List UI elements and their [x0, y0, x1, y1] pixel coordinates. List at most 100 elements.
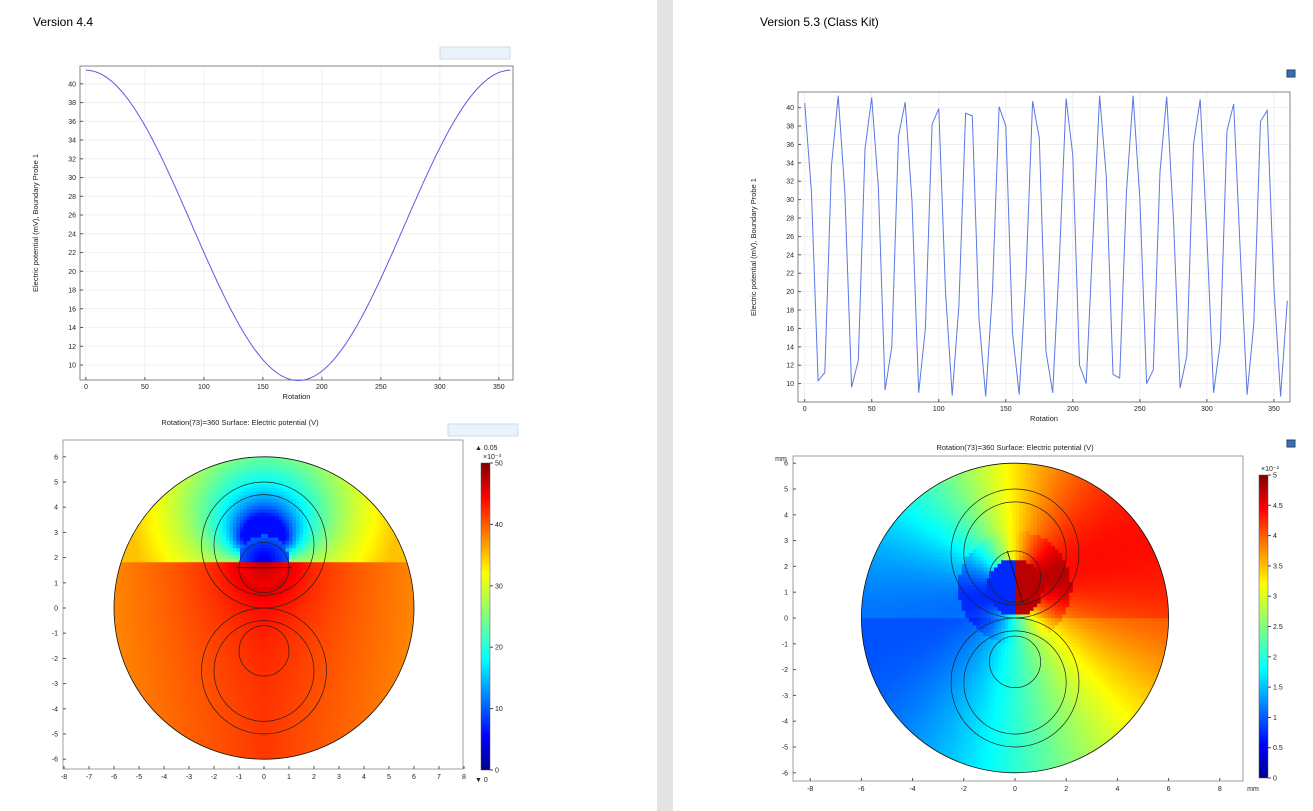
left-field-cell: [271, 685, 276, 690]
left-field-cell: [317, 515, 322, 520]
left-field-cell: [159, 533, 164, 538]
left-field-cell: [226, 713, 231, 718]
left-field-cell: [191, 551, 196, 556]
left-field-cell: [131, 635, 136, 640]
left-field-cell: [121, 603, 126, 609]
left-field-cell: [303, 498, 308, 503]
left-field-cell: [254, 533, 259, 538]
left-field-cell: [289, 505, 294, 510]
left-field-cell: [180, 561, 185, 566]
left-field-cell: [226, 547, 231, 552]
left-field-cell: [338, 501, 343, 506]
left-field-cell: [247, 473, 252, 478]
left-field-cell: [303, 473, 308, 478]
left-field-cell: [282, 589, 287, 594]
left-field-cell: [310, 526, 315, 531]
left-field-cell: [327, 663, 332, 669]
left-field-cell: [163, 586, 168, 591]
left-field-cell: [229, 498, 234, 503]
left-field-cell: [180, 540, 185, 545]
left-field-cell: [338, 646, 343, 651]
left-field-cell: [250, 501, 255, 506]
left-field-cell: [173, 685, 178, 690]
left-field-cell: [254, 600, 259, 605]
left-field-cell: [215, 572, 220, 577]
left-field-cell: [240, 618, 245, 623]
left-field-cell: [117, 603, 122, 609]
left-field-cell: [233, 688, 238, 693]
left-field-cell: [215, 614, 220, 619]
left-field-cell: [233, 533, 238, 538]
left-field-cell: [334, 551, 339, 556]
left-field-cell: [222, 487, 227, 492]
left-field-cell: [198, 480, 203, 485]
left-field-cell: [142, 695, 147, 700]
left-field-cell: [163, 600, 168, 605]
left-field-cell: [282, 522, 287, 527]
left-field-cell: [149, 586, 154, 591]
left-field-cell: [215, 558, 220, 563]
left-field-cell: [135, 660, 140, 665]
left-field-cell: [303, 748, 308, 753]
left-field-cell: [177, 716, 182, 721]
left-field-cell: [285, 466, 290, 471]
left-field-cell: [243, 515, 248, 520]
left-field-cell: [156, 536, 161, 542]
left-field-cell: [331, 709, 336, 714]
left-field-cell: [173, 568, 178, 573]
left-field-cell: [324, 635, 329, 640]
left-field-cell: [236, 501, 241, 506]
left-field-cell: [219, 692, 224, 697]
left-field-cell: [236, 635, 241, 640]
left-field-cell: [268, 685, 273, 690]
left-surface-y-tick-label: 1: [54, 580, 58, 587]
left-field-cell: [184, 625, 189, 630]
left-field-cell: [324, 501, 329, 506]
left-field-cell: [275, 476, 280, 482]
left-field-cell: [268, 663, 273, 669]
left-field-cell: [261, 466, 266, 471]
left-field-cell: [306, 596, 311, 602]
left-field-cell: [173, 600, 178, 605]
left-field-cell: [128, 554, 133, 559]
left-field-cell: [233, 692, 238, 697]
left-field-cell: [292, 491, 297, 496]
left-field-cell: [121, 611, 126, 616]
left-field-cell: [275, 692, 280, 697]
left-field-cell: [257, 533, 262, 538]
left-field-cell: [313, 660, 318, 665]
left-field-cell: [282, 734, 287, 739]
left-field-cell: [226, 586, 231, 591]
left-field-cell: [177, 575, 182, 580]
left-field-cell: [292, 603, 297, 609]
left-field-cell: [215, 628, 220, 633]
left-field-cell: [170, 663, 175, 669]
left-field-cell: [303, 501, 308, 506]
left-field-cell: [296, 494, 301, 499]
left-field-cell: [250, 586, 255, 591]
left-field-cell: [205, 671, 210, 676]
left-field-cell: [243, 508, 248, 513]
left-field-cell: [327, 505, 332, 510]
left-field-cell: [145, 572, 150, 577]
left-field-cell: [299, 501, 304, 506]
left-field-cell: [261, 730, 266, 736]
left-field-cell: [264, 706, 269, 711]
left-field-cell: [261, 692, 266, 697]
left-field-cell: [121, 618, 126, 623]
left-field-cell: [338, 522, 343, 527]
left-field-cell: [233, 512, 238, 517]
left-field-cell: [296, 593, 301, 598]
left-field-cell: [313, 508, 318, 513]
left-field-cell: [247, 723, 252, 729]
left-field-cell: [121, 646, 126, 651]
left-field-cell: [310, 625, 315, 630]
left-field-cell: [180, 656, 185, 662]
left-field-cell: [278, 473, 283, 478]
left-field-cell: [257, 685, 262, 690]
left-field-cell: [184, 660, 189, 665]
left-field-cell: [135, 596, 140, 602]
left-field-cell: [264, 459, 269, 464]
left-field-cell: [285, 738, 290, 743]
left-field-cell: [205, 543, 210, 549]
